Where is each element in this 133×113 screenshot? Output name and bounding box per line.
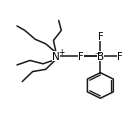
- Text: F: F: [78, 52, 84, 61]
- Text: B: B: [97, 52, 104, 61]
- Text: F: F: [117, 52, 123, 61]
- Text: F: F: [97, 32, 103, 42]
- Text: ·−: ·−: [94, 50, 101, 55]
- Text: N: N: [52, 52, 60, 61]
- Text: +: +: [58, 48, 65, 56]
